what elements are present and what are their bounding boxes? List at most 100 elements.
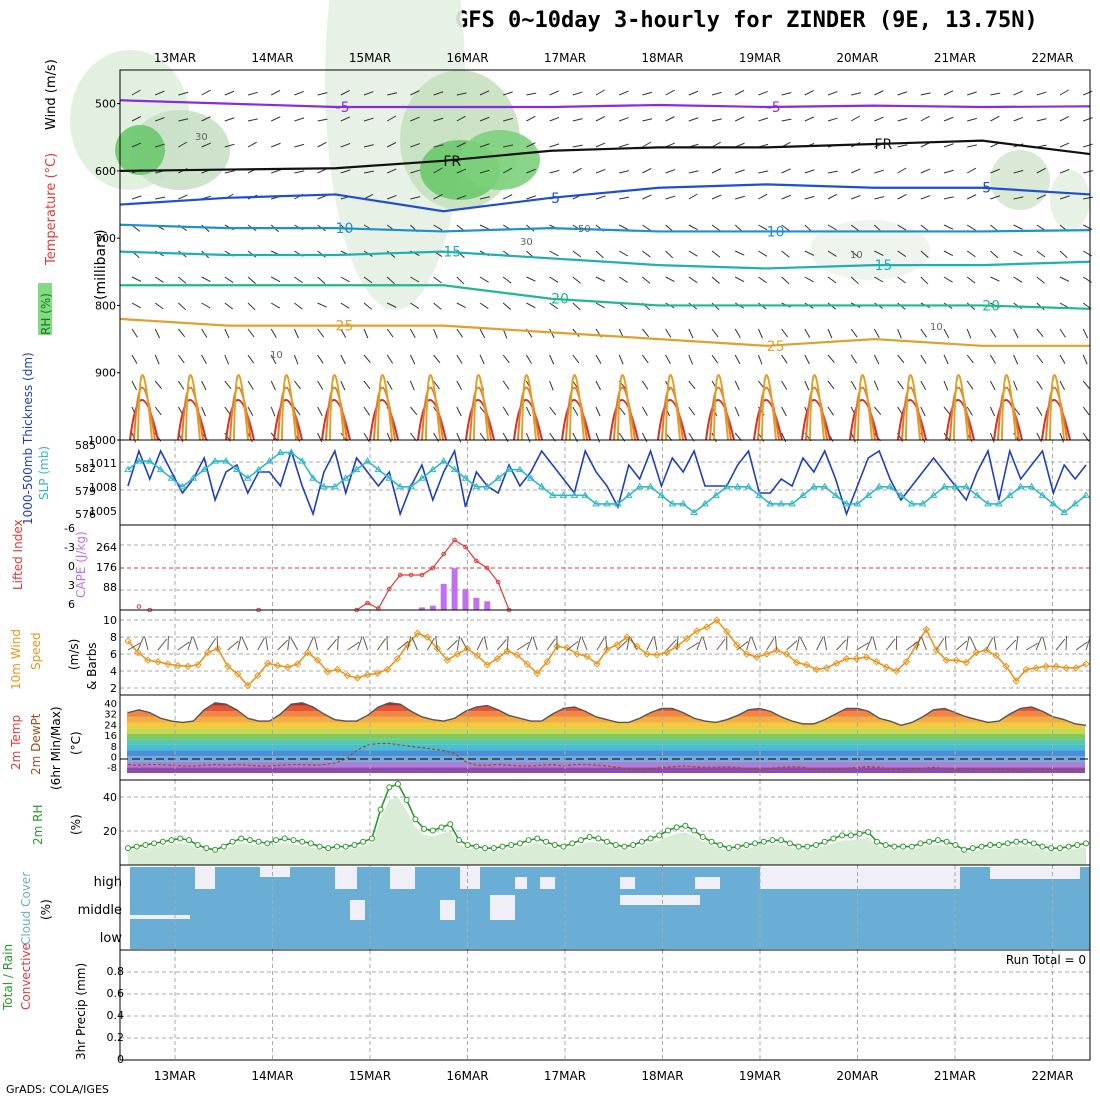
wind-barb-7-13 [433,276,442,284]
wind-barb-11-11 [386,380,393,390]
wind-barb-13-37 [989,432,995,443]
wind-barb-2-25 [711,141,721,148]
low-contour-5-1 [373,386,396,441]
wind-barb-0-36 [967,91,977,96]
wind-barb-10-39 [1036,354,1044,364]
low-contour-5-2 [377,374,393,441]
wind-speed-series-point-73 [852,654,861,663]
wind-speed-series-point-41 [533,669,541,677]
slp-series-point-61 [788,499,796,507]
rh-series-point-101 [1004,840,1011,847]
wind-speed-series-point-9 [214,644,222,653]
rh-series-point-81 [830,835,837,842]
wind-barb-4-34 [920,195,931,200]
cape-bar-4 [451,568,458,610]
wind-barb-4-12 [410,196,421,200]
wind-speed-series-point-10 [224,662,232,671]
wind-speed-series-point-11 [234,670,242,678]
wind-barb-5-21 [618,224,629,230]
wind-barb-4-11 [387,194,397,200]
rh-series-point-110 [1083,840,1089,847]
wind-barb-2-40 [1059,142,1070,148]
wind-barb-4-31 [851,194,861,200]
wind-barb-10m-88 [1005,639,1017,651]
rh-series-point-51 [569,840,576,847]
wind-barb-8-10 [363,302,373,310]
cape-axis-label: CAPE (J/kg) [74,531,88,598]
wind-barb-4-36 [966,194,977,200]
wind-barb-10m-56 [686,642,699,651]
wind-barb-5-35 [943,224,954,230]
wind-barb-9-13 [433,328,438,339]
low-contour-10-2 [617,374,633,441]
slp-series-point-86 [1060,508,1069,515]
slp-series-line [127,451,1087,514]
isotherm-line-3 [119,223,1091,233]
slp-series-point-56 [733,482,742,490]
rh-series-point-25 [342,843,349,850]
wind-barb-7-0 [131,276,142,282]
wind-barb-0-24 [688,90,699,96]
wind-barb-13-19 [572,432,578,443]
rh-series-point-26 [351,841,358,848]
slp-series-point-77 [962,482,971,490]
wind-barb-0-41 [1083,90,1093,96]
wind-speed-series-point-26 [383,665,392,674]
wind-barb-10m-24 [362,636,368,651]
wind-speed-series-point-7 [194,661,202,669]
bottom-day-label-8: 21MAR [934,1069,976,1083]
wind-barb-7-30 [827,276,837,284]
precip-hgrid [120,971,1090,1039]
contour-label-5: 10 [850,250,863,261]
wind-speed-series-markers [124,616,1090,690]
wind-barb-6-29 [804,250,815,256]
wind-barb-4-23 [665,195,676,200]
wind-barb-10m-66 [786,640,798,651]
rh-blob-9 [1050,170,1090,230]
temp-tick-6: -8 [107,763,117,774]
wind-speed-series-point-4 [164,660,172,668]
rh-series-markers [125,781,1089,853]
wind-speed-series-point-84 [962,658,970,667]
wind-barb-9-14 [456,328,463,338]
wind-barb-3-19 [572,167,582,174]
wind-barb-2-19 [572,144,583,148]
wind-barb-10m-8 [207,638,217,651]
wind-barb-10-15 [479,354,485,365]
wind-barb-3-30 [827,170,838,174]
wind-barb-4-17 [526,195,537,200]
rh-series-point-31 [394,781,401,787]
wind-barb-1-31 [850,115,861,122]
wind-barb-7-15 [479,276,489,283]
wind-barb-1-16 [503,117,513,122]
wind-barb-13-39 [1036,432,1042,443]
wind-speed-series-point-53 [653,651,661,659]
rh-series-point-57 [621,843,628,850]
wind-barb-7-11 [386,276,395,285]
rh-series-point-68 [717,841,724,848]
wind-barb-2-1 [155,143,165,148]
wind-barb-0-25 [711,91,722,96]
wind-barb-5-31 [850,224,860,232]
wind-barb-11-9 [340,380,346,391]
wind-barb-10m-50 [626,636,630,651]
wind-barb-11-35 [943,380,949,391]
low-contour-18-2 [1001,374,1017,441]
slp-series-point-87 [1071,499,1079,507]
low-contour-19-0 [1041,399,1071,441]
rh-series-point-0 [125,845,131,852]
rh-blob-6 [460,130,540,190]
wind-barb-11-40 [1059,380,1065,391]
wind-barb-5-34 [920,224,929,232]
wind-barb-8-2 [178,302,187,311]
wind-barb-3-26 [735,169,745,174]
low-contour-13-2 [761,374,777,441]
top-day-label-6: 19MAR [739,51,781,65]
rh-series-point-32 [403,797,410,804]
wind-speed-series-point-80 [922,625,931,634]
wind-barb-7-6 [270,276,281,283]
wind-speed-series-point-46 [583,652,591,661]
wind-speed-series-point-23 [353,674,362,682]
wind-barb-7-33 [897,276,906,284]
wind-speed-series-point-83 [952,656,960,664]
